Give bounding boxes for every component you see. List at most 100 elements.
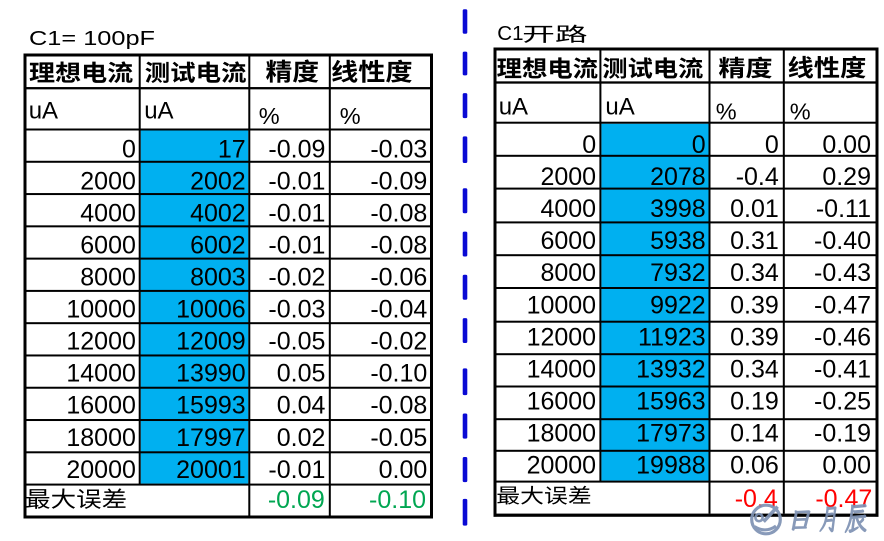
- svg-text:19988: 19988: [636, 452, 706, 480]
- svg-text:0: 0: [122, 135, 136, 163]
- svg-text:0.39: 0.39: [730, 291, 779, 319]
- svg-text:-0.08: -0.08: [370, 392, 427, 420]
- svg-text:-0.19: -0.19: [814, 419, 871, 447]
- svg-text:15993: 15993: [176, 392, 246, 420]
- svg-text:0.34: 0.34: [730, 355, 779, 383]
- svg-text:C1= 100pF: C1= 100pF: [29, 27, 155, 50]
- svg-text:0.34: 0.34: [730, 259, 779, 287]
- svg-text:13990: 13990: [176, 360, 246, 388]
- svg-text:-0.08: -0.08: [370, 231, 427, 259]
- svg-text:0.14: 0.14: [730, 419, 779, 447]
- svg-text:14000: 14000: [527, 355, 597, 383]
- svg-text:-0.05: -0.05: [268, 328, 325, 356]
- svg-text:uA: uA: [144, 98, 173, 125]
- svg-text:2078: 2078: [650, 163, 706, 191]
- svg-text:-0.4: -0.4: [736, 163, 779, 191]
- svg-text:8000: 8000: [540, 259, 596, 287]
- svg-text:14000: 14000: [66, 360, 136, 388]
- svg-text:0: 0: [582, 131, 596, 159]
- svg-text:6002: 6002: [190, 231, 246, 259]
- svg-text:%: %: [259, 103, 280, 129]
- svg-text:18000: 18000: [527, 419, 597, 447]
- svg-text:-0.01: -0.01: [268, 456, 325, 484]
- svg-text:6000: 6000: [80, 231, 136, 259]
- svg-text:16000: 16000: [527, 387, 597, 415]
- svg-text:0.01: 0.01: [730, 195, 779, 223]
- svg-text:18000: 18000: [66, 424, 136, 452]
- svg-text:uA: uA: [499, 94, 528, 121]
- svg-text:-0.01: -0.01: [268, 199, 325, 227]
- svg-text:-0.11: -0.11: [816, 195, 871, 223]
- svg-text:8000: 8000: [80, 264, 136, 292]
- svg-text:0: 0: [692, 131, 706, 159]
- svg-text:0.05: 0.05: [277, 360, 326, 388]
- svg-text:2000: 2000: [80, 167, 136, 195]
- svg-text:10006: 10006: [176, 296, 246, 324]
- svg-text:-0.09: -0.09: [370, 167, 427, 195]
- svg-text:3998: 3998: [650, 195, 706, 223]
- svg-text:uA: uA: [29, 98, 58, 125]
- svg-text:13932: 13932: [636, 355, 706, 383]
- svg-text:0.39: 0.39: [730, 323, 779, 351]
- svg-text:9922: 9922: [650, 291, 706, 319]
- svg-text:20001: 20001: [176, 456, 246, 484]
- svg-text:0.02: 0.02: [277, 424, 326, 452]
- svg-text:17: 17: [218, 135, 246, 163]
- svg-text:C1: C1: [497, 22, 523, 45]
- svg-text:-0.40: -0.40: [814, 227, 871, 255]
- svg-text:0.31: 0.31: [730, 227, 779, 255]
- svg-text:20000: 20000: [527, 452, 597, 480]
- svg-text:0.19: 0.19: [730, 387, 779, 415]
- svg-text:-0.01: -0.01: [268, 231, 325, 259]
- svg-text:-0.04: -0.04: [370, 296, 427, 324]
- svg-text:-0.47: -0.47: [814, 291, 871, 319]
- svg-text:-0.08: -0.08: [370, 199, 427, 227]
- svg-text:-0.25: -0.25: [814, 387, 871, 415]
- svg-text:uA: uA: [605, 94, 634, 121]
- svg-text:0.06: 0.06: [730, 452, 779, 480]
- svg-text:-0.05: -0.05: [370, 424, 427, 452]
- svg-text:-0.02: -0.02: [370, 328, 427, 356]
- svg-text:%: %: [790, 99, 811, 125]
- svg-text:-0.43: -0.43: [814, 259, 871, 287]
- svg-text:0.00: 0.00: [379, 456, 428, 484]
- svg-text:4000: 4000: [540, 195, 596, 223]
- svg-text:-0.47: -0.47: [815, 485, 872, 513]
- svg-text:%: %: [716, 99, 737, 125]
- svg-text:10000: 10000: [66, 296, 136, 324]
- svg-text:7932: 7932: [650, 259, 706, 287]
- svg-text:11923: 11923: [638, 323, 706, 351]
- svg-text:4002: 4002: [190, 199, 246, 227]
- svg-text:0.00: 0.00: [822, 131, 871, 159]
- svg-text:6000: 6000: [540, 227, 596, 255]
- svg-text:17973: 17973: [636, 419, 706, 447]
- svg-text:-0.10: -0.10: [370, 360, 427, 388]
- svg-text:2000: 2000: [540, 163, 596, 191]
- svg-text:8003: 8003: [190, 264, 246, 292]
- svg-text:0.04: 0.04: [277, 392, 326, 420]
- svg-text:-0.03: -0.03: [268, 296, 325, 324]
- svg-text:12000: 12000: [66, 328, 136, 356]
- svg-text:-0.01: -0.01: [268, 167, 325, 195]
- svg-text:12009: 12009: [176, 328, 246, 356]
- svg-text:-0.03: -0.03: [370, 135, 427, 163]
- svg-text:2002: 2002: [190, 167, 246, 195]
- svg-text:16000: 16000: [66, 392, 136, 420]
- svg-text:0.00: 0.00: [822, 452, 871, 480]
- svg-text:5938: 5938: [650, 227, 706, 255]
- svg-text:17997: 17997: [176, 424, 246, 452]
- svg-text:0.29: 0.29: [822, 163, 871, 191]
- svg-text:12000: 12000: [527, 323, 597, 351]
- svg-text:%: %: [340, 103, 361, 129]
- svg-text:20000: 20000: [66, 456, 136, 484]
- svg-text:-0.09: -0.09: [268, 135, 325, 163]
- svg-text:15963: 15963: [636, 387, 706, 415]
- svg-text:4000: 4000: [80, 199, 136, 227]
- svg-text:-0.06: -0.06: [370, 264, 427, 292]
- svg-text:10000: 10000: [527, 291, 597, 319]
- svg-text:-0.46: -0.46: [814, 323, 871, 351]
- svg-text:-0.09: -0.09: [268, 486, 325, 514]
- svg-text:-0.02: -0.02: [268, 264, 325, 292]
- svg-text:0: 0: [765, 131, 779, 159]
- svg-text:-0.10: -0.10: [369, 486, 426, 514]
